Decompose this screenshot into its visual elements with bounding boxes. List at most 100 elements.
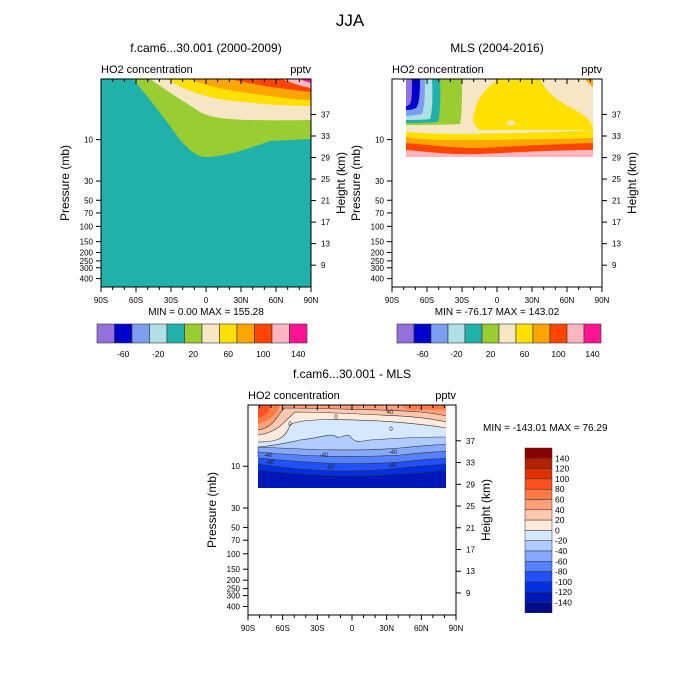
y-tick-label: 100	[371, 222, 385, 231]
y-right-tick-label: 33	[321, 132, 330, 141]
colorbar-label: -60	[555, 556, 568, 566]
y-tick-label: 150	[227, 565, 241, 574]
y-right-tick-label: 21	[466, 524, 475, 533]
y-right-tick-label: 13	[321, 240, 330, 249]
min-max-stats: MIN = -76.17 MAX = 143.02	[435, 307, 560, 318]
plot-area	[101, 79, 311, 287]
x-tick-label: 30S	[164, 296, 178, 305]
x-tick-label: 0	[350, 624, 355, 633]
x-tick-label: 30S	[455, 296, 469, 305]
panel-title: f.cam6...30.001 (2000-2009)	[130, 41, 281, 55]
colorbar-swatch	[413, 323, 432, 344]
y-right-tick-label: 9	[612, 261, 617, 270]
y-right-tick-label: 37	[612, 110, 621, 119]
y-right-tick-label: 29	[321, 154, 330, 163]
y-right-tick-label: 33	[612, 132, 621, 141]
colorbar-swatch	[201, 323, 220, 344]
right-string: pptv	[290, 64, 311, 76]
figure-title: JJA	[336, 11, 365, 30]
y-tick-label: 200	[227, 576, 241, 585]
colorbar-swatch	[219, 323, 238, 344]
x-tick-label: 90N	[595, 296, 610, 305]
left-string: HO2 concentration	[248, 390, 340, 402]
contour-label: 0	[334, 415, 338, 421]
contour-fill-beige-spot	[507, 120, 515, 126]
y-right-tick-label: 37	[321, 110, 330, 119]
x-tick-label: 60S	[420, 296, 434, 305]
colorbar-label: 20	[486, 349, 496, 359]
y-tick-label: 70	[231, 536, 240, 545]
x-tick-label: 90S	[94, 296, 108, 305]
contour-fill-level-9	[406, 79, 412, 106]
colorbar-swatch	[149, 323, 168, 344]
panel-diff: f.cam6...30.001 - MLS HO2 concentration pp…	[205, 367, 608, 633]
panel-model: f.cam6...30.001 (2000-2009) HO2 concentra…	[58, 41, 348, 359]
x-tick-label: 30N	[379, 624, 394, 633]
contour-fill-yellow-core	[473, 79, 593, 130]
y-tick-label: 250	[227, 585, 241, 594]
colorbar-swatch	[114, 323, 133, 344]
colorbar-swatch	[524, 509, 553, 521]
colorbar-swatch	[498, 323, 517, 344]
colorbar-swatch	[524, 530, 553, 541]
colorbar-swatch	[524, 602, 553, 614]
colorbar-swatch	[481, 323, 500, 344]
contour-line-5	[257, 450, 447, 457]
x-tick-label: 90N	[304, 296, 319, 305]
colorbar-label: -40	[555, 546, 568, 556]
x-tick-label: 60N	[414, 624, 429, 633]
colorbar-swatch	[524, 447, 553, 459]
colorbar-swatch	[184, 323, 203, 344]
colorbar-swatch	[524, 571, 553, 583]
y-right-tick-label: 9	[466, 589, 471, 598]
y-right-tick-label: 17	[321, 218, 330, 227]
contour-fill-level-6	[300, 79, 311, 83]
y-tick-label: 300	[80, 264, 94, 273]
colorbar-label: -120	[555, 587, 572, 597]
y-right-tick-label: 37	[466, 437, 475, 446]
x-tick-label: 30S	[310, 624, 324, 633]
y-tick-label: 200	[80, 248, 94, 257]
y-right-axis-label: Height (km)	[479, 479, 493, 541]
y-tick-label: 30	[84, 177, 93, 186]
x-tick-label: 30N	[234, 296, 249, 305]
colorbar-swatch	[236, 323, 255, 344]
colorbar-swatch	[524, 519, 553, 531]
colorbar-swatch	[532, 323, 551, 344]
colorbar-label: 100	[256, 349, 270, 359]
y-tick-label: 200	[371, 248, 385, 257]
colorbar-label: 140	[291, 349, 305, 359]
colorbar-swatch	[524, 478, 553, 490]
y-axis-label: Pressure (mb)	[349, 145, 363, 221]
contour-line-6	[257, 457, 447, 464]
y-right-axis-label: Height (km)	[334, 152, 348, 214]
colorbar-swatch	[96, 323, 115, 344]
y-tick-label: 50	[231, 523, 240, 532]
colorbar-swatch	[289, 323, 308, 344]
panel-title: f.cam6...30.001 - MLS	[293, 367, 411, 381]
colorbar-swatch	[524, 499, 553, 511]
contour-fill-warm-4	[258, 405, 270, 418]
right-string: pptv	[435, 390, 456, 402]
colorbar-swatch	[583, 323, 602, 344]
x-tick-label: 60N	[269, 296, 284, 305]
colorbar-label: -100	[555, 577, 572, 587]
y-right-tick-label: 29	[612, 154, 621, 163]
y-tick-label: 70	[375, 209, 384, 218]
y-tick-label: 400	[227, 603, 241, 612]
colorbar-label: -60	[416, 349, 429, 359]
y-tick-label: 300	[227, 592, 241, 601]
contour-fill-orange-corner	[585, 79, 593, 87]
left-string: HO2 concentration	[392, 64, 484, 76]
contour-label: -80	[326, 465, 335, 471]
panel-title: MLS (2004-2016)	[450, 41, 543, 55]
colorbar-swatch	[524, 468, 553, 480]
y-right-tick-label: 29	[466, 480, 475, 489]
contour-label: 40	[387, 410, 394, 416]
colorbar-swatch	[524, 550, 553, 562]
contour-fill-warm-0	[258, 405, 446, 435]
colorbar-swatch	[515, 323, 534, 344]
contour-line-3	[257, 434, 447, 448]
